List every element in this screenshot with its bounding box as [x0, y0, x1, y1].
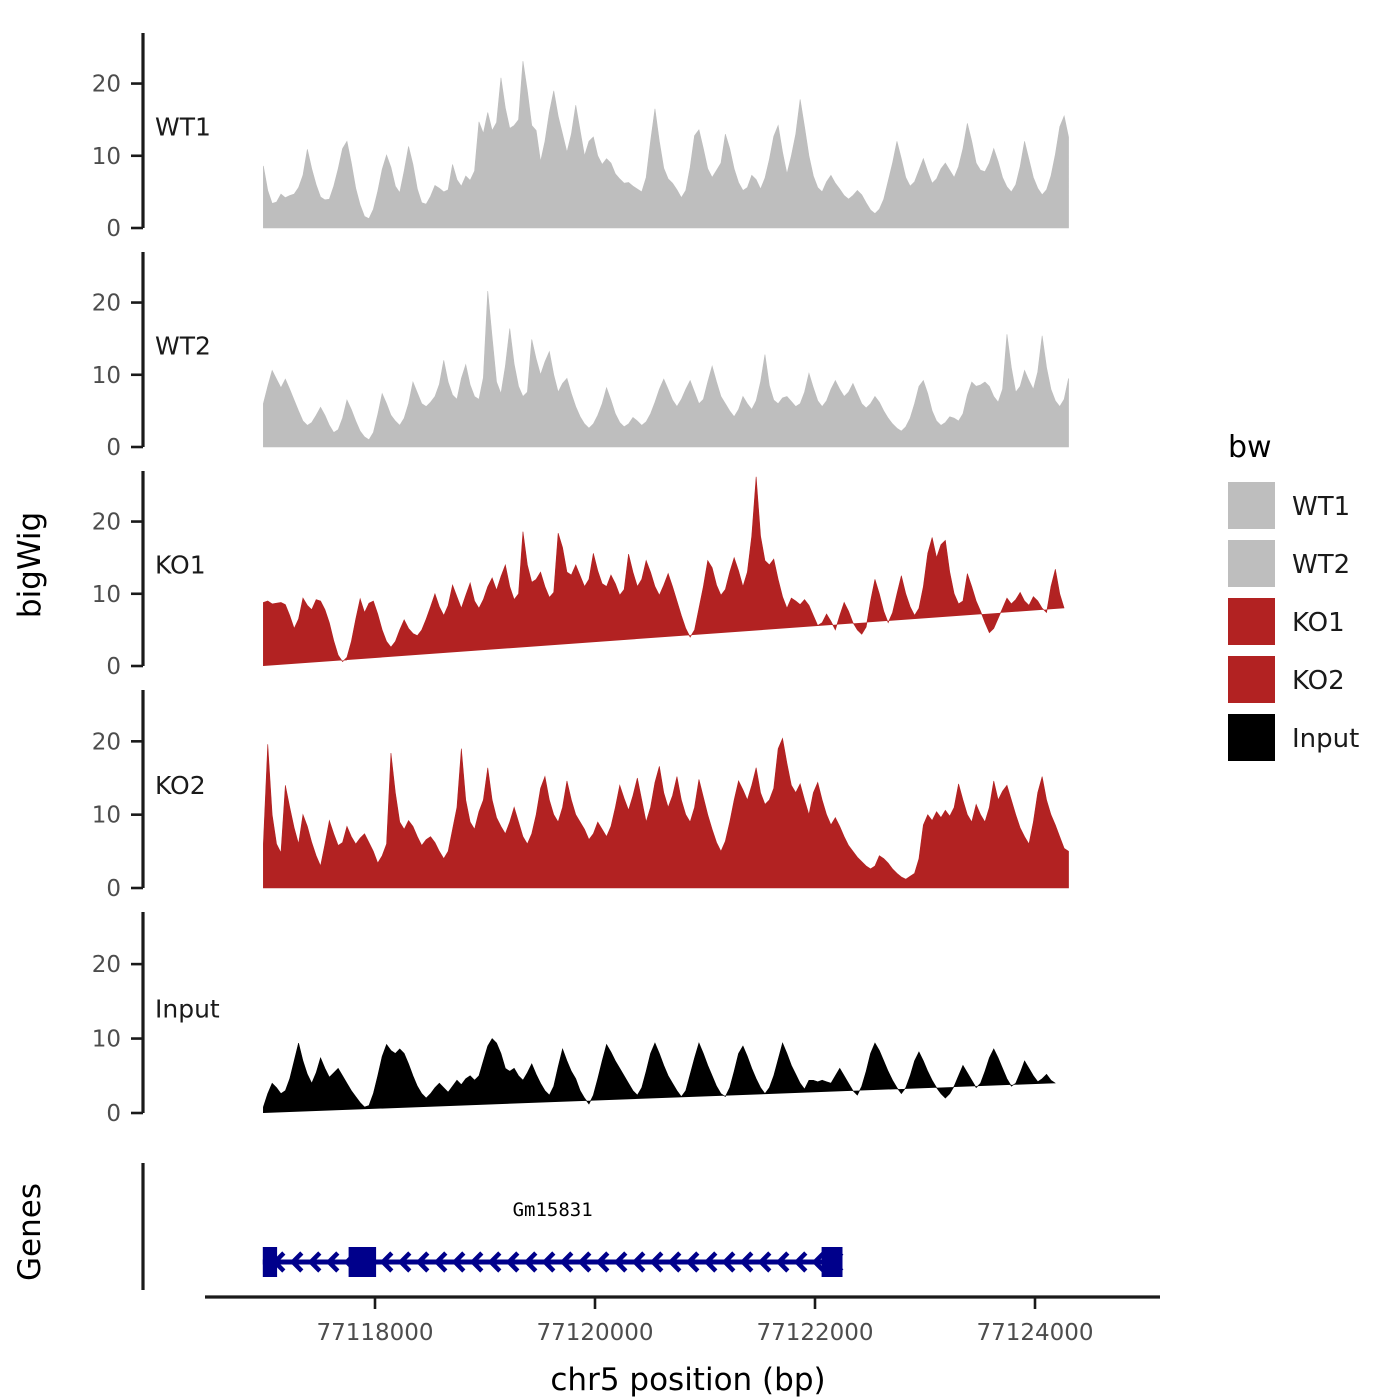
gene-strand-arrow-icon [397, 1251, 412, 1273]
gene-strand-arrow-icon [379, 1251, 394, 1273]
gene-strand-arrow-icon [307, 1251, 322, 1273]
y-tick-label: 0 [106, 435, 121, 461]
gene-strand-arrow-icon [577, 1251, 592, 1273]
gene-strand-arrow-icon [631, 1251, 646, 1273]
y-tick-label: 0 [106, 216, 121, 242]
gene-strand-arrow-icon [289, 1251, 304, 1273]
gene-strand-arrow-icon [685, 1251, 700, 1273]
track-panel-input: 0 10 20 Input [92, 912, 1056, 1127]
panel-strip-label-ko2: KO2 [155, 771, 206, 800]
gene-strand-arrow-icon [505, 1251, 520, 1273]
y-tick-label: 10 [92, 363, 121, 389]
panel-strip-label-wt2: WT2 [155, 332, 211, 361]
y-tick-label: 10 [92, 582, 121, 608]
gene-strand-arrow-icon [487, 1251, 502, 1273]
y-tick-label: 20 [92, 291, 121, 317]
legend-label: KO1 [1292, 608, 1345, 638]
gene-strand-arrow-icon [775, 1251, 790, 1273]
legend-item-wt2[interactable]: WT2 [1228, 540, 1350, 587]
y-tick-label: 10 [92, 1027, 121, 1053]
gene-strand-arrow-icon [559, 1251, 574, 1273]
gene-strand-arrow-icon [739, 1251, 754, 1273]
panel-strip-label-wt1: WT1 [155, 113, 211, 142]
legend-swatch [1228, 482, 1275, 529]
legend-label: Input [1292, 724, 1359, 754]
gene-name-label: Gm15831 [513, 1199, 593, 1221]
x-axis: 77118000 77120000 77122000 77124000 [205, 1295, 1160, 1346]
y-axis-title: bigWig [12, 512, 48, 618]
track-panel-ko2: 0 10 20 KO2 [92, 690, 1069, 902]
x-axis-title: chr5 position (bp) [550, 1362, 825, 1398]
track-area-wt1 [263, 61, 1069, 229]
legend-swatch [1228, 714, 1275, 761]
gene-strand-arrow-icon [325, 1251, 340, 1273]
gene-strand-arrow-icon [415, 1251, 430, 1273]
legend-swatch [1228, 598, 1275, 645]
x-tick-label: 77118000 [316, 1320, 433, 1346]
track-panels: 0 10 20 WT1 0 10 20 WT2 0 10 20 KO1 0 10 20 KO2 0 10 20 Inp… [92, 33, 1069, 1127]
legend-label: WT2 [1292, 550, 1350, 580]
gene-exon-block [262, 1247, 278, 1277]
track-area-ko1 [263, 476, 1065, 666]
legend-item-input[interactable]: Input [1228, 714, 1359, 761]
legend-title: bw [1228, 430, 1272, 465]
track-panel-wt2: 0 10 20 WT2 [92, 252, 1069, 461]
track-panel-ko1: 0 10 20 KO1 [92, 471, 1065, 680]
y-tick-label: 0 [106, 654, 121, 680]
y-tick-label: 10 [92, 803, 121, 829]
gene-strand-arrow-icon [541, 1251, 556, 1273]
track-area-wt2 [263, 290, 1069, 448]
gene-model[interactable]: Gm15831 [262, 1199, 844, 1277]
gene-strand-arrow-icon [811, 1251, 826, 1273]
gene-strand-arrow-icon [757, 1251, 772, 1273]
track-area-input [263, 1038, 1056, 1113]
panel-strip-label-ko1: KO1 [155, 551, 206, 580]
y-tick-label: 0 [106, 876, 121, 902]
gene-exon-block [821, 1247, 843, 1277]
y-tick-label: 20 [92, 72, 121, 98]
y-tick-label: 10 [92, 144, 121, 170]
gene-track-panel: Gm15831 [141, 1163, 844, 1290]
gene-strand-arrow-icon [721, 1251, 736, 1273]
gene-strand-arrow-icon [451, 1251, 466, 1273]
x-tick-label: 77124000 [976, 1320, 1093, 1346]
legend: bw WT1 WT2 KO1 KO2 Input [1228, 430, 1359, 761]
y-tick-label: 20 [92, 952, 121, 978]
gene-strand-arrow-icon [703, 1251, 718, 1273]
genes-axis-title: Genes [12, 1183, 48, 1281]
legend-swatch [1228, 656, 1275, 703]
gene-strand-arrow-icon [649, 1251, 664, 1273]
gene-strand-arrow-icon [667, 1251, 682, 1273]
y-tick-label: 20 [92, 510, 121, 536]
track-area-ko2 [263, 737, 1069, 889]
y-tick-label: 0 [106, 1101, 121, 1127]
gene-strand-arrow-icon [469, 1251, 484, 1273]
legend-swatch [1228, 540, 1275, 587]
legend-label: KO2 [1292, 666, 1345, 696]
gene-strand-arrow-icon [433, 1251, 448, 1273]
gene-strand-arrow-icon [613, 1251, 628, 1273]
gene-exon-block [348, 1247, 377, 1277]
legend-label: WT1 [1292, 492, 1350, 522]
x-tick-label: 77122000 [756, 1320, 873, 1346]
gene-strand-arrow-icon [523, 1251, 538, 1273]
legend-item-ko1[interactable]: KO1 [1228, 598, 1345, 645]
legend-item-ko2[interactable]: KO2 [1228, 656, 1345, 703]
legend-item-wt1[interactable]: WT1 [1228, 482, 1350, 529]
x-tick-label: 77120000 [536, 1320, 653, 1346]
panel-strip-label-input: Input [155, 995, 220, 1024]
y-tick-label: 20 [92, 729, 121, 755]
gene-strand-arrow-icon [793, 1251, 808, 1273]
gene-strand-arrow-icon [595, 1251, 610, 1273]
track-panel-wt1: 0 10 20 WT1 [92, 33, 1069, 242]
